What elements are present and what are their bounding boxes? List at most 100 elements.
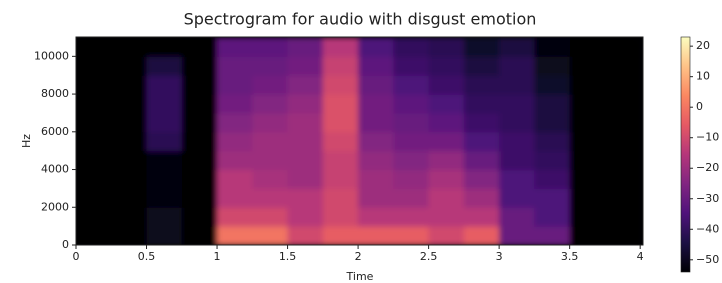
heatmap-cell bbox=[252, 170, 288, 189]
chart: Spectrogram for audio with disgust emoti… bbox=[0, 0, 722, 283]
heatmap-cell bbox=[429, 207, 465, 226]
heatmap-cell bbox=[76, 56, 112, 75]
heatmap-cell bbox=[288, 37, 324, 56]
heatmap-cell bbox=[358, 207, 394, 226]
heatmap-cell bbox=[76, 170, 112, 189]
heatmap-cell bbox=[358, 56, 394, 75]
heatmap-cell bbox=[288, 151, 324, 170]
heatmap-cell bbox=[217, 113, 253, 132]
heatmap-cell bbox=[288, 94, 324, 113]
heatmap-cell bbox=[76, 75, 112, 94]
x-tick-label: 2.5 bbox=[420, 250, 438, 263]
heatmap-cell bbox=[323, 113, 359, 132]
heatmap-cell bbox=[429, 56, 465, 75]
heatmap-cell bbox=[605, 188, 641, 207]
heatmap-cell bbox=[358, 170, 394, 189]
heatmap-cell bbox=[323, 132, 359, 151]
heatmap-cell bbox=[147, 207, 183, 226]
heatmap-cell bbox=[182, 207, 218, 226]
heatmap-cell bbox=[323, 170, 359, 189]
heatmap-cell bbox=[323, 75, 359, 94]
heatmap-cell bbox=[534, 56, 570, 75]
x-tick-label: 0 bbox=[73, 250, 80, 263]
colorbar-tick-label: 0 bbox=[696, 100, 703, 113]
heatmap-cell bbox=[464, 188, 500, 207]
heatmap-cell bbox=[182, 37, 218, 56]
heatmap-cell bbox=[499, 37, 535, 56]
heatmap-cell bbox=[393, 75, 429, 94]
heatmap-cell bbox=[499, 151, 535, 170]
heatmap-cell bbox=[252, 94, 288, 113]
x-tick-label: 0.5 bbox=[138, 250, 156, 263]
heatmap-cell bbox=[288, 113, 324, 132]
heatmap-cell bbox=[570, 151, 606, 170]
heatmap-cell bbox=[252, 151, 288, 170]
x-tick-label: 1.5 bbox=[279, 250, 297, 263]
heatmap-cell bbox=[464, 75, 500, 94]
heatmap-cell bbox=[534, 75, 570, 94]
heatmap-cell bbox=[323, 94, 359, 113]
y-tick-label: 6000 bbox=[41, 125, 69, 138]
heatmap-cell bbox=[499, 56, 535, 75]
heatmap-cell bbox=[534, 151, 570, 170]
heatmap-cell bbox=[358, 94, 394, 113]
heatmap-cell bbox=[393, 113, 429, 132]
heatmap-cell bbox=[499, 207, 535, 226]
heatmap-cell bbox=[429, 170, 465, 189]
heatmap-cell bbox=[570, 94, 606, 113]
heatmap-cell bbox=[76, 188, 112, 207]
colorbar-tick-label: −50 bbox=[696, 253, 719, 266]
heatmap-cell bbox=[111, 207, 147, 226]
heatmap-cell bbox=[217, 37, 253, 56]
heatmap-cell bbox=[429, 113, 465, 132]
heatmap-cell bbox=[323, 37, 359, 56]
heatmap-cell bbox=[252, 207, 288, 226]
heatmap-cell bbox=[111, 37, 147, 56]
heatmap-cell bbox=[111, 170, 147, 189]
heatmap-cell bbox=[605, 113, 641, 132]
heatmap bbox=[76, 37, 641, 245]
heatmap-cell bbox=[217, 94, 253, 113]
heatmap-cell bbox=[358, 226, 394, 245]
heatmap-cell bbox=[570, 37, 606, 56]
heatmap-cell bbox=[182, 170, 218, 189]
heatmap-cell bbox=[252, 56, 288, 75]
heatmap-cell bbox=[570, 56, 606, 75]
colorbar-tick-label: 20 bbox=[696, 39, 710, 52]
heatmap-cell bbox=[111, 75, 147, 94]
heatmap-cell bbox=[499, 75, 535, 94]
heatmap-cell bbox=[499, 132, 535, 151]
heatmap-cell bbox=[111, 226, 147, 245]
heatmap-cell bbox=[605, 132, 641, 151]
heatmap-cell bbox=[76, 226, 112, 245]
heatmap-cell bbox=[358, 75, 394, 94]
x-axis-label: Time bbox=[346, 270, 374, 283]
heatmap-cell bbox=[393, 56, 429, 75]
x-tick-label: 3.5 bbox=[561, 250, 579, 263]
heatmap-cell bbox=[147, 188, 183, 207]
heatmap-cell bbox=[147, 75, 183, 94]
y-tick-label: 0 bbox=[62, 238, 69, 251]
heatmap-cell bbox=[217, 151, 253, 170]
heatmap-cell bbox=[605, 94, 641, 113]
colorbar-tick-label: 10 bbox=[696, 70, 710, 83]
heatmap-cell bbox=[76, 207, 112, 226]
heatmap-cell bbox=[464, 94, 500, 113]
heatmap-cell bbox=[217, 132, 253, 151]
y-tick-label: 10000 bbox=[34, 49, 69, 62]
heatmap-cell bbox=[534, 37, 570, 56]
heatmap-cell bbox=[358, 188, 394, 207]
heatmap-cell bbox=[534, 188, 570, 207]
y-tick-label: 8000 bbox=[41, 87, 69, 100]
heatmap-cell bbox=[570, 75, 606, 94]
y-tick-label: 4000 bbox=[41, 163, 69, 176]
heatmap-cell bbox=[358, 37, 394, 56]
colorbar-tick-label: −40 bbox=[696, 222, 719, 235]
heatmap-cell bbox=[182, 226, 218, 245]
heatmap-cells bbox=[76, 37, 641, 245]
heatmap-cell bbox=[288, 75, 324, 94]
heatmap-cell bbox=[464, 151, 500, 170]
heatmap-cell bbox=[76, 113, 112, 132]
heatmap-cell bbox=[499, 94, 535, 113]
heatmap-cell bbox=[393, 207, 429, 226]
